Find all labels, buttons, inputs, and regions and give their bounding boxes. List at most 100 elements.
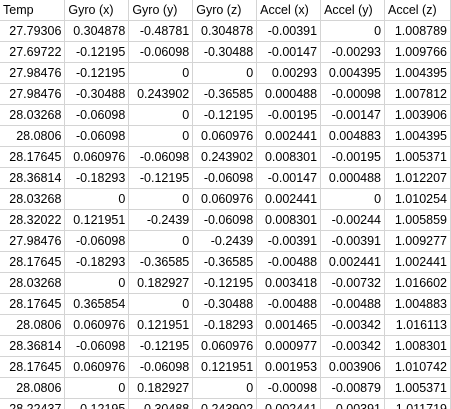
data-cell[interactable]: -0.12195 (192, 104, 258, 126)
data-cell[interactable]: -0.12195 (128, 167, 194, 189)
header-cell[interactable]: Accel (z) (384, 0, 451, 21)
data-cell[interactable]: 1.012207 (384, 167, 451, 189)
data-cell[interactable]: 1.003906 (384, 104, 451, 126)
data-cell[interactable]: 0.000977 (256, 335, 322, 357)
data-cell[interactable]: -0.00244 (320, 209, 386, 231)
data-cell[interactable]: 1.005371 (384, 377, 451, 399)
data-cell[interactable]: -0.06098 (192, 209, 258, 231)
data-cell[interactable]: 1.009766 (384, 41, 451, 63)
header-cell[interactable]: Gyro (y) (128, 0, 194, 21)
data-cell[interactable]: -0.30488 (192, 41, 258, 63)
data-cell[interactable]: 1.002441 (384, 251, 451, 273)
data-cell[interactable]: 1.004883 (384, 293, 451, 315)
data-cell[interactable]: 0.002441 (256, 398, 322, 409)
data-cell[interactable]: -0.06098 (64, 104, 130, 126)
data-cell[interactable]: -0.12195 (64, 41, 130, 63)
data-cell[interactable]: 0 (128, 62, 194, 84)
data-cell[interactable]: 0.243902 (128, 83, 194, 105)
data-cell[interactable]: 28.03268 (0, 272, 66, 294)
data-cell[interactable]: 0 (128, 230, 194, 252)
data-cell[interactable]: 0.008301 (256, 146, 322, 168)
data-cell[interactable]: -0.06098 (64, 125, 130, 147)
data-cell[interactable]: -0.2439 (128, 209, 194, 231)
header-cell[interactable]: Gyro (x) (64, 0, 130, 21)
data-cell[interactable]: 0.243902 (192, 146, 258, 168)
data-cell[interactable]: -0.00488 (256, 293, 322, 315)
data-cell[interactable]: 1.005859 (384, 209, 451, 231)
data-cell[interactable]: -0.00488 (256, 251, 322, 273)
data-cell[interactable]: 27.69722 (0, 41, 66, 63)
data-cell[interactable]: 0.304878 (192, 20, 258, 42)
data-cell[interactable]: 0.121951 (128, 314, 194, 336)
data-cell[interactable]: 0.060976 (192, 335, 258, 357)
data-cell[interactable]: 0.002441 (256, 188, 322, 210)
data-cell[interactable]: 1.010254 (384, 188, 451, 210)
data-cell[interactable]: -0.36585 (192, 83, 258, 105)
data-cell[interactable]: 1.016602 (384, 272, 451, 294)
data-cell[interactable]: 28.17645 (0, 293, 66, 315)
data-cell[interactable]: -0.48781 (128, 20, 194, 42)
data-cell[interactable]: -0.00391 (256, 230, 322, 252)
data-cell[interactable]: -0.00391 (256, 20, 322, 42)
header-cell[interactable]: Temp (0, 0, 66, 21)
data-cell[interactable]: -0.2439 (192, 230, 258, 252)
data-cell[interactable]: 28.17645 (0, 146, 66, 168)
data-cell[interactable]: 1.004395 (384, 125, 451, 147)
data-cell[interactable]: -0.36585 (128, 251, 194, 273)
data-cell[interactable]: -0.30488 (128, 398, 194, 409)
data-cell[interactable]: 0 (128, 104, 194, 126)
data-cell[interactable]: 27.98476 (0, 83, 66, 105)
header-cell[interactable]: Gyro (z) (192, 0, 258, 21)
data-cell[interactable]: -0.30488 (192, 293, 258, 315)
data-cell[interactable]: -0.00147 (256, 167, 322, 189)
data-cell[interactable]: 0.008301 (256, 209, 322, 231)
data-cell[interactable]: -0.06098 (192, 167, 258, 189)
data-cell[interactable]: 0.004395 (320, 62, 386, 84)
data-cell[interactable]: 0 (128, 293, 194, 315)
data-cell[interactable]: 0.004883 (320, 125, 386, 147)
data-cell[interactable]: -0.00098 (320, 83, 386, 105)
data-cell[interactable]: 0.121951 (192, 356, 258, 378)
data-cell[interactable]: 1.004395 (384, 62, 451, 84)
data-cell[interactable]: 0.060976 (64, 146, 130, 168)
data-cell[interactable]: 1.007812 (384, 83, 451, 105)
data-cell[interactable]: 0 (128, 188, 194, 210)
data-cell[interactable]: 28.0806 (0, 377, 66, 399)
data-cell[interactable]: 28.03268 (0, 188, 66, 210)
header-cell[interactable]: Accel (x) (256, 0, 322, 21)
data-cell[interactable]: 0.000488 (320, 167, 386, 189)
data-cell[interactable]: -0.00098 (256, 377, 322, 399)
data-cell[interactable]: 1.011719 (384, 398, 451, 409)
data-cell[interactable]: 0.060976 (192, 125, 258, 147)
data-cell[interactable]: 0.121951 (64, 209, 130, 231)
data-cell[interactable]: 0 (320, 188, 386, 210)
data-cell[interactable]: 0.001953 (256, 356, 322, 378)
data-cell[interactable]: 0.060976 (64, 356, 130, 378)
data-cell[interactable]: 0 (64, 377, 130, 399)
data-cell[interactable]: -0.06098 (128, 356, 194, 378)
data-cell[interactable]: 0 (64, 272, 130, 294)
data-cell[interactable]: -0.36585 (192, 251, 258, 273)
data-cell[interactable]: -0.00391 (320, 398, 386, 409)
data-cell[interactable]: -0.00342 (320, 314, 386, 336)
data-cell[interactable]: 1.009277 (384, 230, 451, 252)
data-cell[interactable]: 1.016113 (384, 314, 451, 336)
data-cell[interactable]: 1.008301 (384, 335, 451, 357)
data-cell[interactable]: -0.06098 (128, 41, 194, 63)
data-cell[interactable]: 28.36814 (0, 167, 66, 189)
data-cell[interactable]: -0.06098 (128, 146, 194, 168)
data-cell[interactable]: -0.18293 (192, 314, 258, 336)
data-cell[interactable]: -0.12195 (64, 62, 130, 84)
data-cell[interactable]: 28.32022 (0, 209, 66, 231)
data-cell[interactable]: -0.12195 (64, 398, 130, 409)
data-cell[interactable]: -0.00195 (256, 104, 322, 126)
data-cell[interactable]: -0.18293 (64, 251, 130, 273)
data-cell[interactable]: -0.18293 (64, 167, 130, 189)
data-cell[interactable]: 28.22437 (0, 398, 66, 409)
data-cell[interactable]: -0.00147 (256, 41, 322, 63)
data-cell[interactable]: 1.010742 (384, 356, 451, 378)
data-cell[interactable]: 27.98476 (0, 230, 66, 252)
data-cell[interactable]: 0.001465 (256, 314, 322, 336)
data-cell[interactable]: -0.12195 (128, 335, 194, 357)
header-cell[interactable]: Accel (y) (320, 0, 386, 21)
